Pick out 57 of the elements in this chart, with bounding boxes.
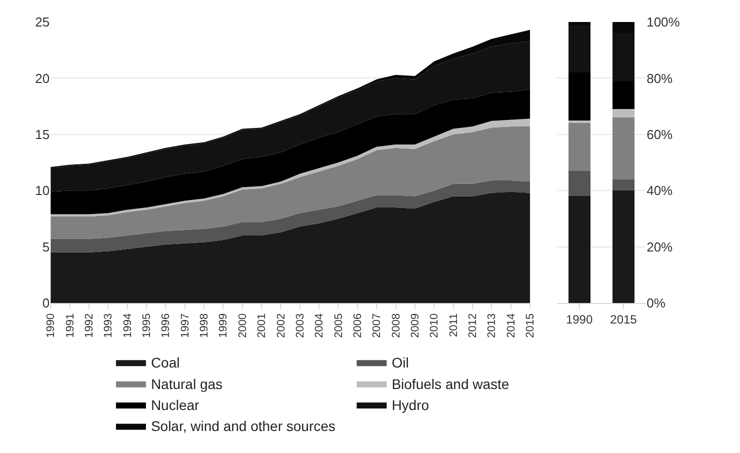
y-tick-label: 0 (42, 296, 50, 311)
legend-label: Solar, wind and other sources (150, 418, 336, 434)
x-tick-label: 2005 (332, 313, 345, 338)
x-tick-label: 2015 (610, 312, 638, 326)
y-tick-label: 10 (35, 183, 50, 198)
y-tick-label: 0% (646, 296, 666, 311)
x-tick-label: 1998 (198, 313, 211, 338)
y-tick-label: 15 (35, 126, 50, 142)
bar (568, 72, 590, 120)
legend-label: Oil (392, 354, 409, 371)
y-tick-label: 20% (646, 239, 674, 254)
x-tick-label: 1990 (566, 312, 593, 326)
x-tick-label: 1995 (141, 313, 154, 338)
bar (568, 170, 590, 196)
x-tick-label: 2008 (390, 313, 402, 338)
legend-label: Nuclear (150, 397, 200, 414)
y-tick-label: 40% (646, 183, 674, 198)
x-tick-label: 2006 (352, 313, 364, 338)
x-tick-label: 1992 (84, 313, 96, 338)
x-tick-label: 1994 (122, 313, 134, 338)
x-tick-label: 1997 (179, 313, 192, 338)
x-tick-label: 2012 (467, 313, 480, 338)
y-tick-label: 60% (646, 126, 674, 142)
x-tick-label: 2015 (524, 313, 537, 338)
x-tick-label: 2011 (448, 313, 460, 338)
legend-label: Hydro (392, 397, 430, 414)
x-tick-label: 2010 (428, 313, 441, 338)
x-tick-label: 2002 (275, 313, 288, 338)
bar (612, 118, 635, 180)
x-tick-label: 2013 (486, 313, 498, 338)
x-tick-label: 2014 (505, 313, 518, 338)
x-tick-label: 1991 (64, 313, 76, 338)
x-tick-label: 1996 (160, 313, 172, 338)
x-tick-label: 2001 (256, 313, 268, 338)
y-tick-label: 100% (646, 14, 680, 30)
y-tick-label: 5 (42, 239, 50, 254)
bar (612, 190, 635, 303)
legend-label: Natural gas (150, 376, 223, 392)
bar (612, 179, 635, 191)
legend-label: Coal (150, 354, 180, 371)
bar (568, 123, 590, 171)
bar (612, 109, 635, 118)
x-tick-label: 2003 (294, 313, 306, 338)
y-tick-label: 20 (35, 70, 50, 86)
x-tick-label: 2009 (410, 313, 422, 338)
bar (612, 81, 635, 110)
legend-label: Biofuels and waste (392, 376, 510, 392)
bar (568, 196, 590, 303)
y-tick-label: 80% (646, 70, 674, 86)
x-tick-label: 1993 (102, 313, 115, 338)
x-tick-label: 2007 (371, 313, 384, 338)
x-tick-label: 2004 (314, 313, 326, 338)
x-tick-label: 1990 (45, 313, 58, 338)
y-tick-label: 25 (35, 14, 50, 30)
x-tick-label: 1999 (218, 313, 230, 338)
bar (568, 24, 590, 73)
x-tick-label: 2000 (236, 313, 249, 338)
